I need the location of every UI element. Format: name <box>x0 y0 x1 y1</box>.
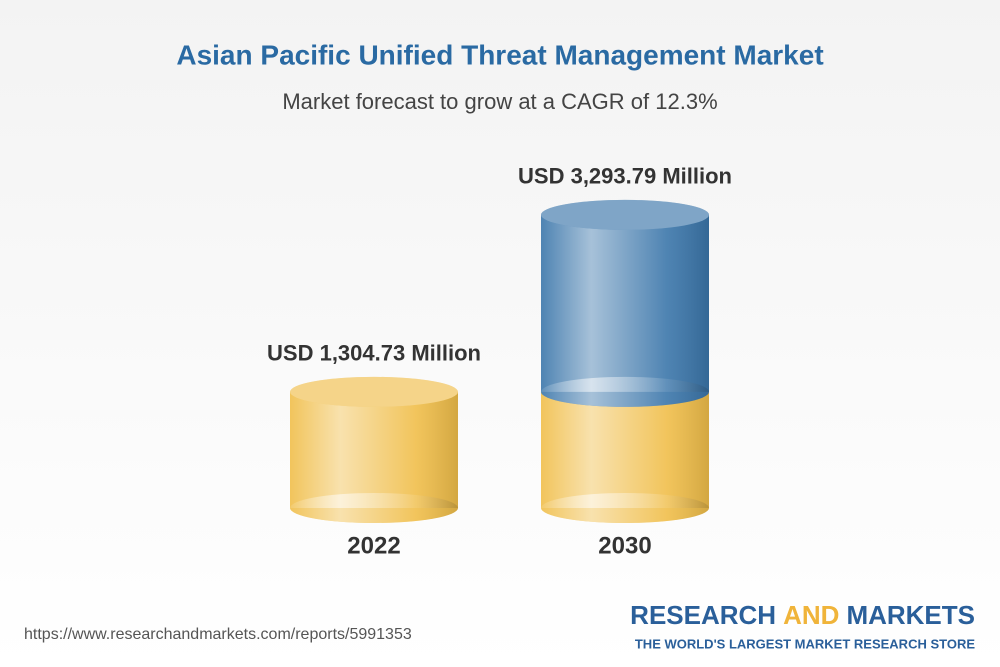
cylinder-bottom-shine <box>290 493 458 523</box>
brand-part: MARKETS <box>846 600 975 630</box>
cylinder-top <box>290 376 458 407</box>
x-tick-label: 2030 <box>598 532 651 559</box>
chart-title: Asian Pacific Unified Threat Management … <box>176 39 823 70</box>
cylinder-bottom-shine <box>541 376 709 407</box>
cylinder-bottom-shine <box>541 493 709 523</box>
source-url: https://www.researchandmarkets.com/repor… <box>24 626 412 643</box>
cylinder-top-shine <box>541 199 709 230</box>
plot: USD 1,304.73 Million 2022 USD 3,293.79 Mil… <box>267 164 732 560</box>
x-tick-label: 2022 <box>347 532 400 559</box>
tagline: THE WORLD'S LARGEST MARKET RESEARCH STOR… <box>635 636 975 651</box>
brand-part: RESEARCH <box>630 600 776 630</box>
chart-subtitle: Market forecast to grow at a CAGR of 12.… <box>282 89 717 114</box>
brand: RESEARCH AND MARKETS <box>630 600 975 630</box>
value-label: USD 1,304.73 Million <box>267 341 481 366</box>
cylinder-shine <box>290 391 458 508</box>
brand-part: AND <box>783 600 839 630</box>
cylinder-shine <box>541 214 709 392</box>
cylinder-top-shine <box>290 376 458 407</box>
value-label: USD 3,293.79 Million <box>518 164 732 189</box>
cylinder-top <box>541 199 709 230</box>
cylinder-shine <box>541 391 709 508</box>
